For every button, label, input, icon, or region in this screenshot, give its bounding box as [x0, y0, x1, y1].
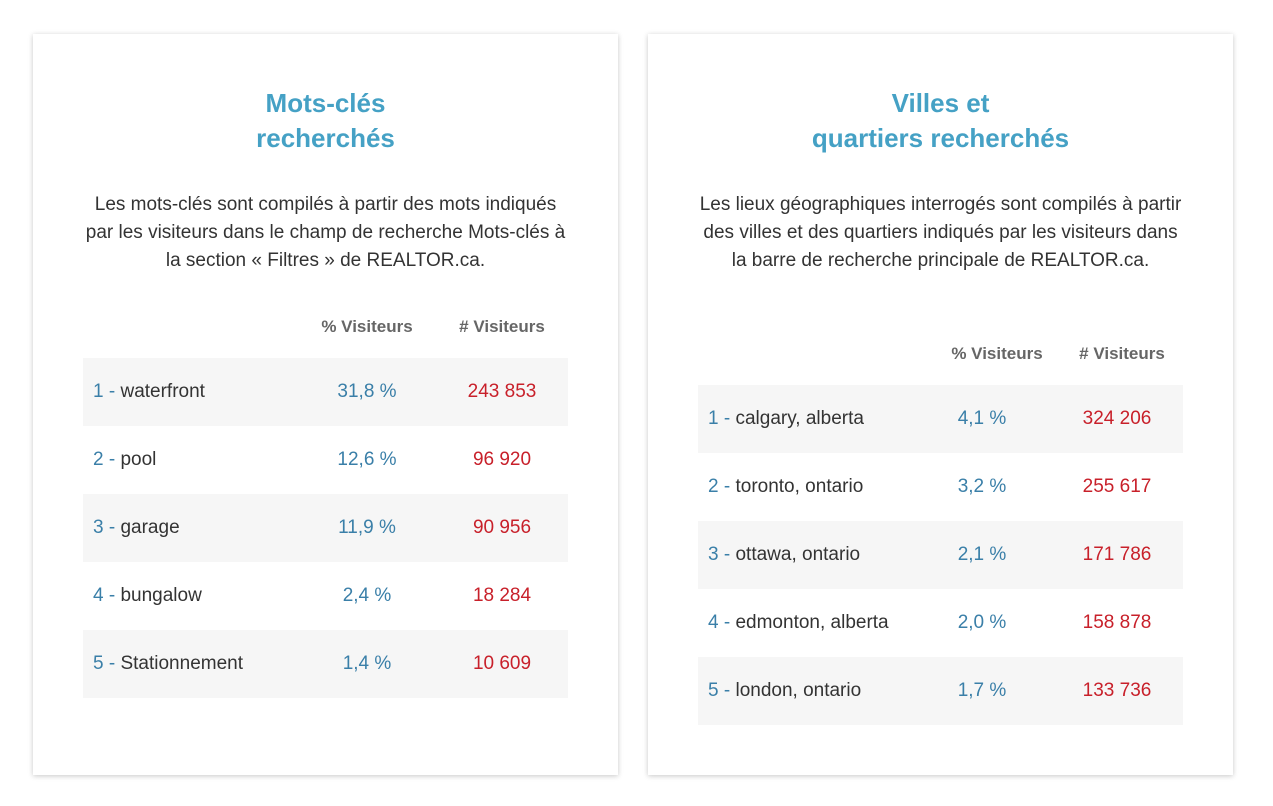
- row-separator: -: [108, 449, 116, 470]
- row-percent: 2,1 %: [957, 544, 1007, 565]
- row-count: 96 920: [472, 449, 532, 470]
- keywords-title: Mots-clés recherchés: [33, 86, 618, 156]
- row-name: pool: [120, 449, 157, 470]
- row-label: 1 - calgary, alberta: [698, 408, 912, 430]
- row-percent: 2,4 %: [342, 585, 392, 606]
- row-rank: 5: [708, 680, 719, 701]
- row-separator: -: [108, 381, 116, 402]
- row-label: 4 - edmonton, alberta: [698, 612, 912, 634]
- table-row: 4 - bungalow 2,4 % 18 284: [83, 562, 568, 630]
- row-separator: -: [108, 653, 116, 674]
- table-row: 2 - toronto, ontario 3,2 % 255 617: [698, 453, 1183, 521]
- column-header-percent-visitors: % Visiteurs: [951, 344, 1043, 363]
- cities-title-line2: quartiers recherchés: [811, 123, 1070, 153]
- keywords-card: Mots-clés recherchés Les mots-clés sont …: [33, 34, 618, 775]
- keywords-title-line2: recherchés: [256, 123, 395, 153]
- table-row: 3 - garage 11,9 % 90 956: [83, 494, 568, 562]
- row-percent: 4,1 %: [957, 408, 1007, 429]
- row-rank: 1: [708, 408, 719, 429]
- row-count: 18 284: [472, 585, 532, 606]
- keywords-description: Les mots-clés sont compilés à partir des…: [85, 194, 566, 271]
- row-label: 4 - bungalow: [83, 585, 297, 607]
- row-separator: -: [723, 612, 731, 633]
- row-separator: -: [723, 408, 731, 429]
- row-percent: 1,4 %: [342, 653, 392, 674]
- cities-description: Les lieux géographiques interrogés sont …: [699, 194, 1182, 271]
- row-label: 2 - toronto, ontario: [698, 476, 912, 498]
- row-label: 5 - Stationnement: [83, 653, 297, 675]
- row-label: 2 - pool: [83, 449, 297, 471]
- table-row: 2 - pool 12,6 % 96 920: [83, 426, 568, 494]
- row-separator: -: [723, 680, 731, 701]
- row-count: 90 956: [472, 517, 532, 538]
- row-separator: -: [723, 476, 731, 497]
- row-separator: -: [108, 585, 116, 606]
- row-rank: 2: [93, 449, 104, 470]
- keywords-title-line1: Mots-clés: [265, 88, 386, 118]
- cities-title: Villes et quartiers recherchés: [648, 86, 1233, 156]
- table-row: 1 - waterfront 31,8 % 243 853: [83, 358, 568, 426]
- row-name: ottawa, ontario: [735, 544, 861, 565]
- row-label: 3 - ottawa, ontario: [698, 544, 912, 566]
- row-count: 10 609: [472, 653, 532, 674]
- row-rank: 4: [708, 612, 719, 633]
- keywords-table: 1 - waterfront 31,8 % 243 853 2 - pool 1…: [83, 358, 568, 698]
- row-percent: 12,6 %: [337, 449, 397, 470]
- table-row: 5 - Stationnement 1,4 % 10 609: [83, 630, 568, 698]
- row-count: 243 853: [467, 381, 537, 402]
- row-count: 171 786: [1082, 544, 1152, 565]
- column-header-percent-visitors: % Visiteurs: [321, 317, 413, 336]
- column-header-count-visitors: # Visiteurs: [459, 317, 545, 336]
- row-name: bungalow: [120, 585, 202, 606]
- row-rank: 4: [93, 585, 104, 606]
- row-count: 158 878: [1082, 612, 1152, 633]
- row-percent: 31,8 %: [337, 381, 397, 402]
- row-label: 5 - london, ontario: [698, 680, 912, 702]
- row-separator: -: [723, 544, 731, 565]
- row-percent: 2,0 %: [957, 612, 1007, 633]
- row-name: london, ontario: [735, 680, 862, 701]
- row-name: calgary, alberta: [735, 408, 864, 429]
- row-rank: 3: [93, 517, 104, 538]
- row-rank: 5: [93, 653, 104, 674]
- row-rank: 1: [93, 381, 104, 402]
- row-label: 1 - waterfront: [83, 381, 297, 403]
- cities-table: 1 - calgary, alberta 4,1 % 324 206 2 - t…: [698, 385, 1183, 725]
- row-name: edmonton, alberta: [735, 612, 889, 633]
- row-separator: -: [108, 517, 116, 538]
- row-name: Stationnement: [120, 653, 243, 674]
- row-rank: 3: [708, 544, 719, 565]
- table-row: 3 - ottawa, ontario 2,1 % 171 786: [698, 521, 1183, 589]
- cities-title-line1: Villes et: [891, 88, 990, 118]
- table-row: 5 - london, ontario 1,7 % 133 736: [698, 657, 1183, 725]
- row-name: waterfront: [120, 381, 205, 402]
- row-percent: 1,7 %: [957, 680, 1007, 701]
- row-name: toronto, ontario: [735, 476, 864, 497]
- row-label: 3 - garage: [83, 517, 297, 539]
- row-count: 255 617: [1082, 476, 1152, 497]
- cities-card: Villes et quartiers recherchés Les lieux…: [648, 34, 1233, 775]
- table-row: 4 - edmonton, alberta 2,0 % 158 878: [698, 589, 1183, 657]
- row-percent: 11,9 %: [338, 517, 396, 538]
- column-header-count-visitors: # Visiteurs: [1079, 344, 1165, 363]
- row-count: 133 736: [1082, 680, 1152, 701]
- row-count: 324 206: [1082, 408, 1152, 429]
- row-percent: 3,2 %: [957, 476, 1007, 497]
- table-row: 1 - calgary, alberta 4,1 % 324 206: [698, 385, 1183, 453]
- row-rank: 2: [708, 476, 719, 497]
- row-name: garage: [120, 517, 180, 538]
